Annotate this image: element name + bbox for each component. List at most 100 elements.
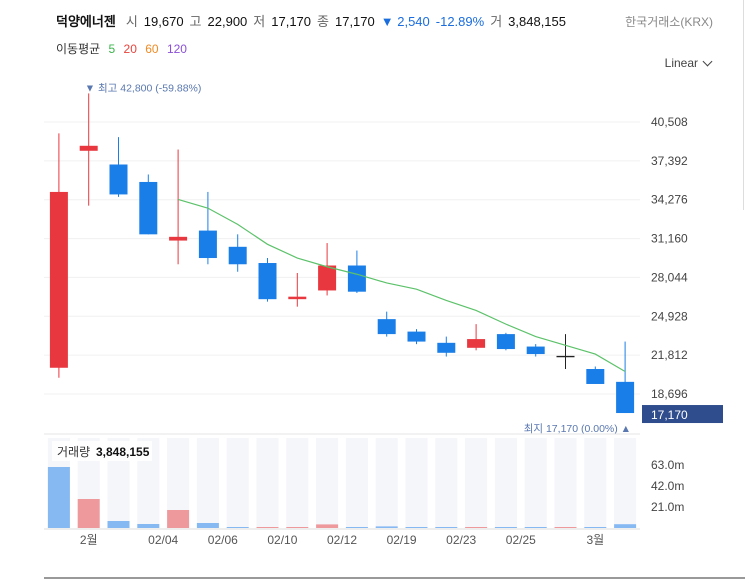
volume-label-bg xyxy=(52,441,152,461)
candle-body xyxy=(288,296,307,300)
volume-slot xyxy=(554,438,577,528)
candle-body xyxy=(586,369,605,384)
volume-slot xyxy=(345,438,368,528)
volume-bar xyxy=(614,524,637,528)
scale-selector[interactable]: Linear xyxy=(664,56,713,70)
volume-slot xyxy=(167,438,190,528)
volume-bar xyxy=(77,499,100,528)
volume-slot xyxy=(316,438,339,528)
candle-body xyxy=(467,339,486,348)
divider xyxy=(743,0,745,210)
last-price-badge xyxy=(642,405,723,424)
volume-slot xyxy=(256,438,279,528)
price-tick-label: 24,928 xyxy=(651,309,688,323)
x-tick-label: 02/04 xyxy=(148,533,178,547)
price-tick-label: 28,044 xyxy=(651,270,688,284)
volume-tick-label: 21.0m xyxy=(651,500,684,514)
price-tick-label: 21,812 xyxy=(651,348,688,362)
x-tick-label: 3월 xyxy=(586,533,604,547)
x-tick-label: 02/23 xyxy=(446,533,476,547)
volume-slot xyxy=(405,438,428,528)
candle-body xyxy=(198,230,217,259)
volume-label: 거래량 xyxy=(57,445,90,459)
volume-bar xyxy=(405,527,428,528)
candle-body xyxy=(169,236,188,241)
change-percent: -12.89% xyxy=(435,14,485,29)
volume-bar xyxy=(47,467,70,528)
open-label: 시 xyxy=(125,14,138,29)
x-tick-label: 02/06 xyxy=(208,533,238,547)
volume-bar xyxy=(167,510,190,528)
volume-slot xyxy=(465,438,488,528)
high-label: 고 xyxy=(189,14,202,29)
candle-body xyxy=(318,265,337,291)
candle-body xyxy=(616,381,635,414)
price-tick-label: 18,696 xyxy=(651,387,688,401)
candle-body xyxy=(437,342,456,353)
candle-body xyxy=(109,164,128,195)
volume-slot xyxy=(226,438,249,528)
volume-tick-label: 63.0m xyxy=(651,458,684,472)
candle-body xyxy=(347,265,366,292)
price-tick-label: 37,392 xyxy=(651,154,688,168)
candle-body xyxy=(49,191,68,368)
ma-120[interactable]: 120 xyxy=(166,42,187,56)
change-value: ▼ 2,540 xyxy=(380,14,430,29)
candle-body xyxy=(139,181,158,235)
stock-name: 덕양에너젠 xyxy=(56,14,116,29)
volume-slot xyxy=(494,438,517,528)
volume-bar xyxy=(226,527,249,528)
moving-average-legend: 이동평균 5 20 60 120 xyxy=(56,40,192,57)
ma-5[interactable]: 5 xyxy=(108,42,116,56)
volume-slot xyxy=(196,438,219,528)
volume-bar xyxy=(584,527,607,528)
volume-slot xyxy=(286,438,309,528)
volume-bar xyxy=(524,527,547,528)
volume-slot xyxy=(435,438,458,528)
volume-bar xyxy=(494,527,517,528)
volume-slot xyxy=(524,438,547,528)
volume-bar xyxy=(435,527,458,528)
volume-bar xyxy=(554,527,577,528)
close-value: 17,170 xyxy=(334,14,375,29)
close-label: 종 xyxy=(317,14,329,29)
candle-body xyxy=(407,331,426,342)
volume-label: 거 xyxy=(490,14,503,29)
candle-body xyxy=(377,319,396,335)
candle-body xyxy=(526,346,545,355)
price-tick-label: 31,160 xyxy=(651,232,688,246)
ma-label: 이동평균 xyxy=(56,42,101,56)
scale-label: Linear xyxy=(664,56,698,70)
volume-bar xyxy=(465,527,488,528)
volume-value: 3,848,155 xyxy=(96,445,150,459)
volume-bar xyxy=(345,527,368,528)
volume-bar xyxy=(107,521,130,528)
candle-body xyxy=(496,334,515,350)
x-tick-label: 02/10 xyxy=(267,533,297,547)
high-value: 22,900 xyxy=(207,14,248,29)
ma-60[interactable]: 60 xyxy=(145,42,159,56)
volume-bar xyxy=(316,524,339,528)
volume-tick-label: 42.0m xyxy=(651,479,684,493)
volume-value: 3,848,155 xyxy=(508,14,566,29)
volume-slot xyxy=(375,438,398,528)
volume-slot xyxy=(614,438,637,528)
last-price-value: 17,170 xyxy=(651,408,688,422)
min-price-label: 최지 17,170 (0.00%) ▲ xyxy=(524,423,631,435)
low-value: 17,170 xyxy=(271,14,312,29)
volume-bar xyxy=(196,523,219,528)
stock-header: 덕양에너젠 시 19,670 고 22,900 저 17,170 종 17,17… xyxy=(56,11,566,30)
candle-body xyxy=(258,263,277,300)
ma5-line xyxy=(177,198,626,373)
volume-bar xyxy=(256,527,279,528)
open-value: 19,670 xyxy=(143,14,184,29)
volume-bar xyxy=(286,527,309,528)
ma-20[interactable]: 20 xyxy=(123,42,137,56)
x-tick-label: 02/19 xyxy=(387,533,417,547)
x-tick-label: 02/25 xyxy=(506,533,536,547)
price-tick-label: 34,276 xyxy=(651,193,688,207)
volume-bar xyxy=(375,526,398,528)
low-label: 저 xyxy=(253,14,266,29)
max-price-label: ▼ 최고 42,800 (-59.88%) xyxy=(85,82,202,94)
